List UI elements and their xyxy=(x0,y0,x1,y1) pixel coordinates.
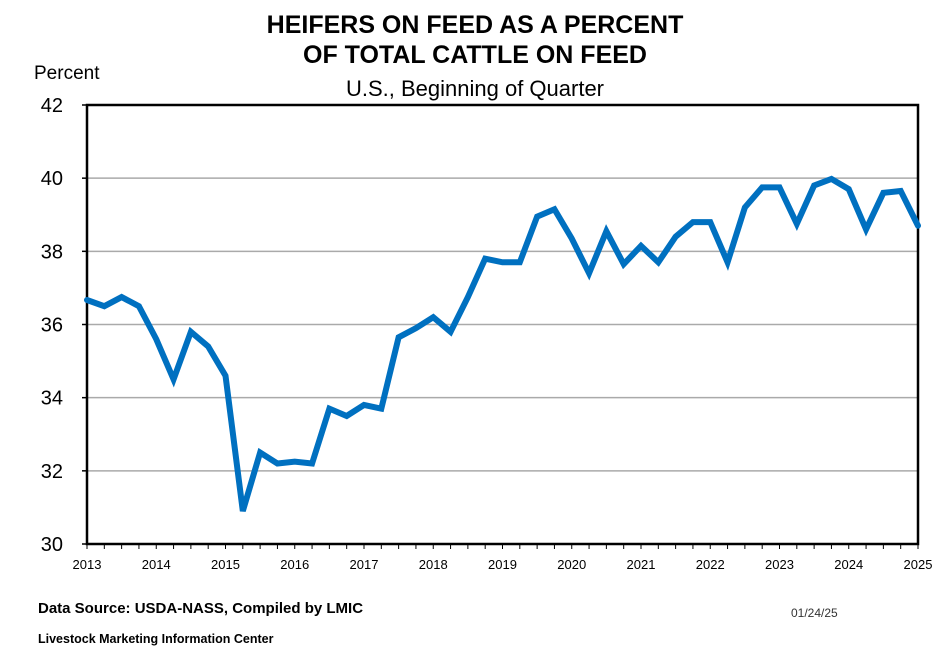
y-axis-label: Percent xyxy=(34,63,100,84)
data-line xyxy=(84,175,921,512)
x-tick-label: 2022 xyxy=(696,557,725,572)
chart-title-line-1: HEIFERS ON FEED AS A PERCENT xyxy=(266,11,684,39)
x-tick-label: 2014 xyxy=(142,557,171,572)
x-tick-label: 2019 xyxy=(488,557,517,572)
chart-title-line-2: OF TOTAL CATTLE ON FEED xyxy=(303,41,647,69)
x-tick-label: 2016 xyxy=(280,557,309,572)
y-tick-label: 42 xyxy=(41,95,63,117)
line-chart: 30 32 34 36 38 40 42 2013 2014 2015 2016 2017 2018 20… xyxy=(41,95,933,572)
y-tick-label: 34 xyxy=(41,388,63,410)
date-stamp: 01/24/25 xyxy=(791,606,838,620)
x-tick-label: 2025 xyxy=(904,557,933,572)
chart-subtitle: U.S., Beginning of Quarter xyxy=(345,76,605,101)
x-tick-label: 2021 xyxy=(627,557,656,572)
x-tick-label: 2020 xyxy=(557,557,586,572)
x-tick-label: 2024 xyxy=(834,557,863,572)
x-tick-label: 2018 xyxy=(419,557,448,572)
x-tick-label: 2023 xyxy=(765,557,794,572)
y-tick-label: 32 xyxy=(41,461,63,483)
organization-name: Livestock Marketing Information Center xyxy=(38,632,274,646)
y-tick-label: 30 xyxy=(41,534,63,556)
x-tick-label: 2013 xyxy=(73,557,102,572)
y-tick-label: 40 xyxy=(41,168,63,190)
y-tick-label: 38 xyxy=(41,241,63,263)
x-tick-label: 2015 xyxy=(211,557,240,572)
plot-frame xyxy=(85,103,920,546)
y-tick-label: 36 xyxy=(41,315,63,337)
data-source: Data Source: USDA-NASS, Compiled by LMIC xyxy=(38,600,364,617)
x-tick-label: 2017 xyxy=(350,557,379,572)
